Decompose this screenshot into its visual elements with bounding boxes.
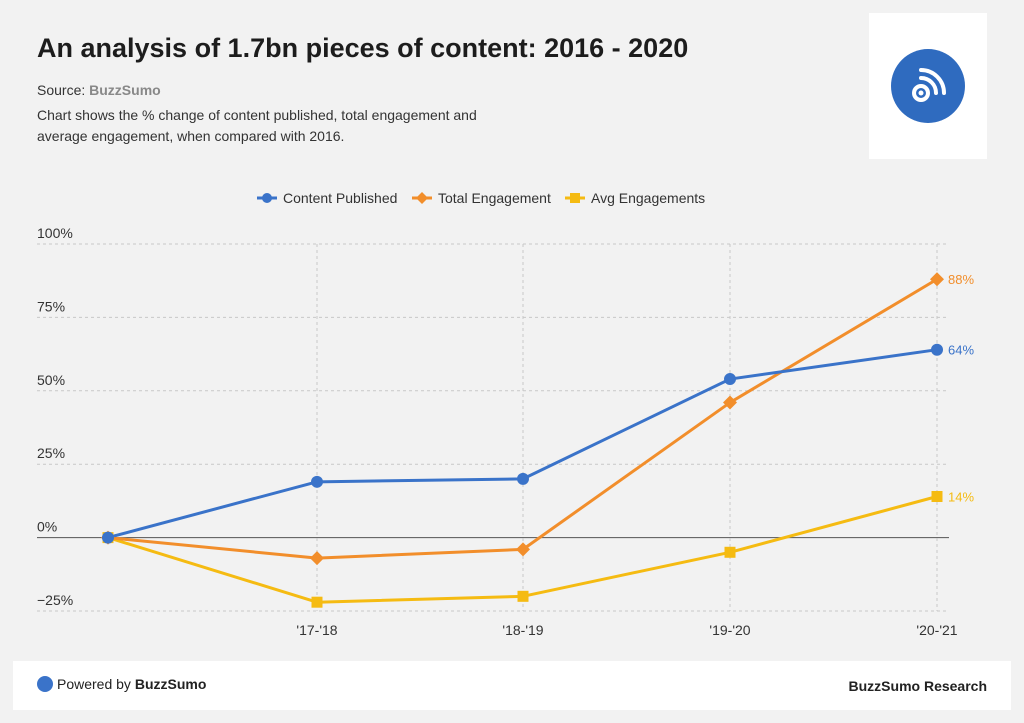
legend-item-content-published[interactable]: Content Published bbox=[257, 190, 397, 206]
rss-feed-icon bbox=[891, 49, 965, 123]
data-point-circle bbox=[724, 373, 736, 386]
data-point-square bbox=[311, 596, 323, 608]
x-tick-label: '18-'19 bbox=[502, 622, 543, 638]
legend-marker-circle bbox=[257, 193, 277, 203]
x-tick-label: '20-'21 bbox=[916, 622, 957, 638]
chart-description: Chart shows the % change of content publ… bbox=[37, 107, 477, 144]
legend-label: Total Engagement bbox=[438, 190, 551, 206]
footer-bar: Powered by BuzzSumo BuzzSumo Research bbox=[13, 661, 1011, 710]
data-point-diamond bbox=[310, 551, 324, 566]
data-point-square bbox=[517, 590, 529, 602]
legend-label: Avg Engagements bbox=[591, 190, 706, 206]
buzzsumo-dot-icon bbox=[37, 676, 53, 692]
data-point-circle bbox=[931, 343, 943, 356]
x-tick-label: '17-'18 bbox=[296, 622, 337, 638]
y-tick-label: 75% bbox=[37, 298, 65, 314]
chart-legend: Content Published Total Engagement Avg E… bbox=[0, 190, 1024, 212]
chart-title: An analysis of 1.7bn pieces of content: … bbox=[37, 33, 689, 63]
legend-item-total-engagement[interactable]: Total Engagement bbox=[412, 190, 551, 206]
y-tick-label: 25% bbox=[37, 445, 65, 461]
legend-marker-diamond bbox=[412, 192, 432, 204]
logo-circle bbox=[891, 49, 965, 123]
source-label: Source: bbox=[37, 82, 86, 98]
powered-by[interactable]: Powered by BuzzSumo bbox=[57, 676, 206, 692]
end-value-label: 14% bbox=[948, 489, 974, 504]
data-point-diamond bbox=[723, 395, 737, 410]
data-point-circle bbox=[102, 531, 114, 544]
logo-wave-1 bbox=[919, 76, 938, 95]
logo-dot bbox=[918, 90, 924, 96]
powered-prefix: Powered by bbox=[57, 676, 131, 692]
data-point-square bbox=[931, 490, 943, 502]
y-tick-label: 0% bbox=[37, 519, 57, 535]
legend-marker-square bbox=[565, 193, 585, 203]
logo-box bbox=[869, 13, 987, 159]
source-name[interactable]: BuzzSumo bbox=[89, 82, 161, 98]
y-tick-label: 50% bbox=[37, 372, 65, 388]
logo-inner-ring bbox=[912, 84, 930, 102]
data-point-square bbox=[724, 546, 736, 558]
line-chart: 100% 75% 50% 25% 0% −25% '17-'18 '18-'19 '19-'20… bbox=[37, 225, 974, 638]
y-tick-label: −25% bbox=[37, 592, 73, 608]
data-point-diamond bbox=[516, 542, 530, 557]
end-value-label: 88% bbox=[948, 272, 974, 287]
legend-item-avg-engagements[interactable]: Avg Engagements bbox=[565, 190, 705, 206]
powered-brand: BuzzSumo bbox=[134, 676, 207, 692]
data-point-circle bbox=[517, 472, 529, 485]
logo-wave-2 bbox=[919, 68, 946, 95]
data-point-circle bbox=[311, 475, 323, 488]
source-line: Source: BuzzSumo bbox=[37, 82, 161, 98]
end-value-label: 64% bbox=[948, 343, 974, 358]
x-tick-label: '19-'20 bbox=[709, 622, 750, 638]
data-point-diamond bbox=[930, 272, 944, 287]
y-tick-label: 100% bbox=[37, 225, 73, 241]
legend-label: Content Published bbox=[283, 190, 398, 206]
buzzsumo-research: BuzzSumo Research bbox=[848, 678, 987, 694]
